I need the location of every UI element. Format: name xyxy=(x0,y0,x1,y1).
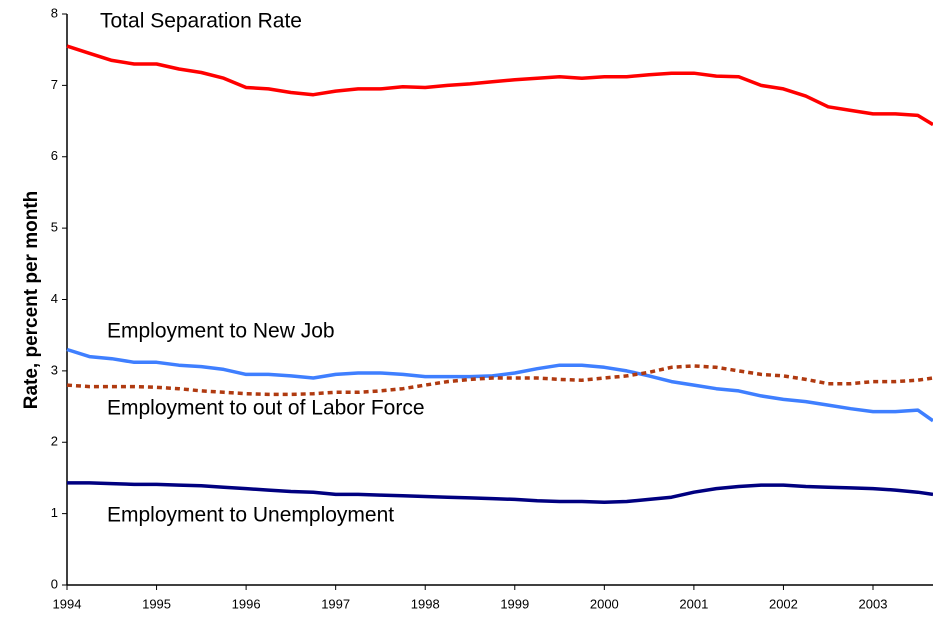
y-tick-label: 0 xyxy=(51,576,58,591)
series-line xyxy=(66,347,933,423)
x-tick-label: 1997 xyxy=(321,596,350,611)
x-tick-label: 1994 xyxy=(53,596,82,611)
y-tick-label: 1 xyxy=(51,505,58,520)
series-line xyxy=(66,44,933,127)
x-tick-label: 2001 xyxy=(679,596,708,611)
x-tick-label: 1996 xyxy=(232,596,261,611)
y-tick-label: 7 xyxy=(51,77,58,92)
x-tick-label: 1995 xyxy=(142,596,171,611)
y-tick-label: 2 xyxy=(51,434,58,449)
y-tick-label: 6 xyxy=(51,148,58,163)
x-tick-label: 2000 xyxy=(590,596,619,611)
series-label: Employment to out of Labor Force xyxy=(107,397,425,420)
x-tick-label: 1999 xyxy=(500,596,529,611)
series-label: Employment to Unemployment xyxy=(107,504,394,527)
y-tick-label: 5 xyxy=(51,220,58,235)
series-line xyxy=(66,364,933,397)
x-tick-label: 2003 xyxy=(859,596,888,611)
y-axis-label: Rate, percent per month xyxy=(21,191,42,410)
y-tick-label: 3 xyxy=(51,362,58,377)
x-tick-label: 1998 xyxy=(411,596,440,611)
series-line xyxy=(67,481,933,504)
series-label: Employment to New Job xyxy=(107,320,335,343)
y-tick-label: 4 xyxy=(51,291,58,306)
x-tick-label: 2002 xyxy=(769,596,798,611)
y-tick-label: 8 xyxy=(51,5,58,20)
series-label: Total Separation Rate xyxy=(100,10,302,33)
